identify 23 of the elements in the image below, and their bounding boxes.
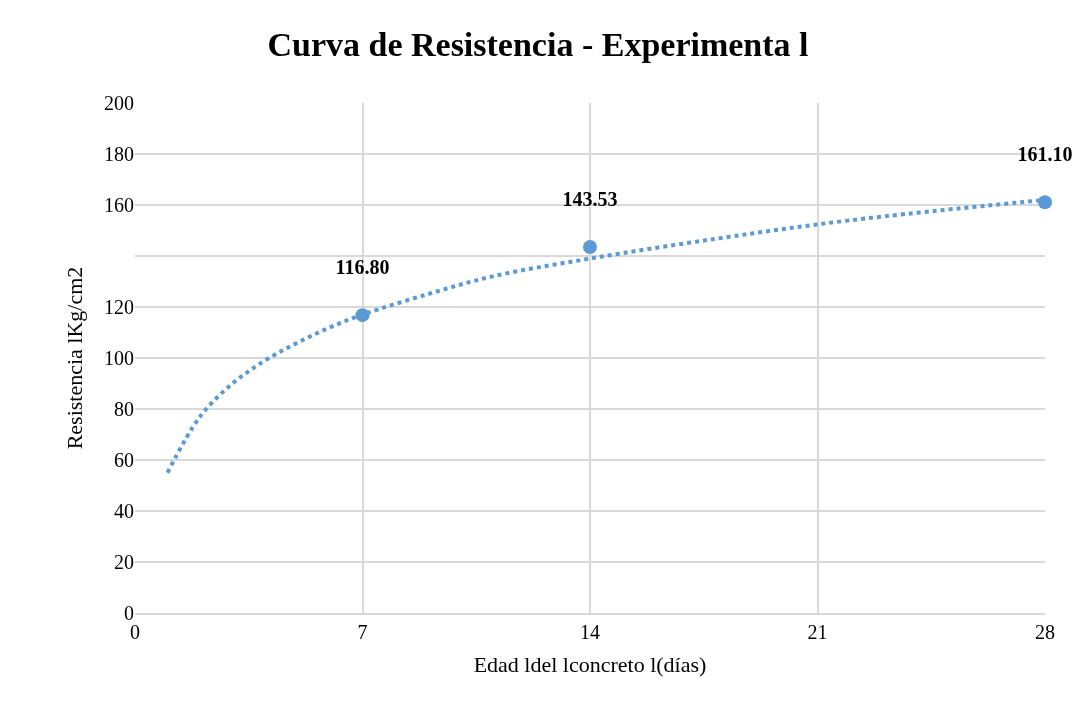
y-tick-label: 20 [114,551,134,573]
x-tick-label: 7 [357,621,368,643]
y-tick-label: 0 [124,602,134,624]
data-label: 143.53 [562,188,618,211]
x-tick-label: 14 [580,621,600,643]
data-label: 116.80 [335,256,390,279]
y-tick-label: 80 [114,398,134,420]
y-tick-label: 100 [104,347,134,369]
y-tick-label: 180 [104,143,134,165]
x-tick-label: 28 [1035,621,1055,643]
y-tick-label: 120 [104,296,134,318]
chart-title: Curva de Resistencia - Experimenta l [267,26,809,64]
y-axis-title: Resistencia lKg/cm2 [61,266,87,450]
y-tick-label: 60 [114,449,134,471]
point [1038,195,1052,210]
y-tick-label: 40 [114,500,134,522]
y-tick-label: 160 [104,194,134,216]
point [583,240,597,254]
x-axis-title: Edad ldel lconcreto l(días) [473,652,707,678]
x-tick-label: 21 [807,621,828,643]
data-label: 161.10 [1017,143,1073,166]
point [355,308,370,323]
y-tick-label: 200 [104,92,134,114]
